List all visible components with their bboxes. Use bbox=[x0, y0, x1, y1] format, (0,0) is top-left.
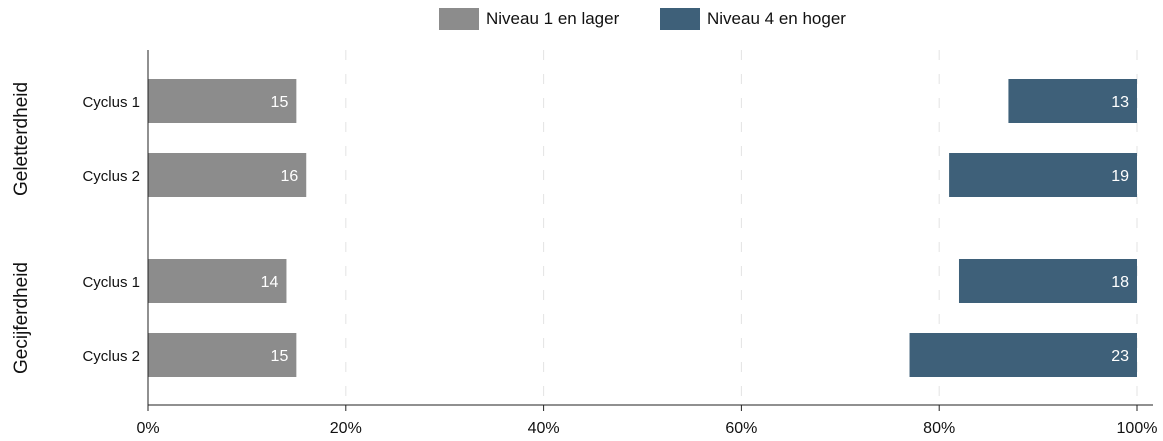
x-tick-label-20: 20% bbox=[330, 420, 362, 437]
legend: Niveau 1 en lager Niveau 4 en hoger bbox=[0, 8, 1163, 34]
bar-label-niveau-1-g0-c1: 16 bbox=[280, 168, 298, 185]
x-tick-label-40: 40% bbox=[528, 420, 560, 437]
x-tick-label-0: 0% bbox=[136, 420, 159, 437]
legend-label-niveau-4: Niveau 4 en hoger bbox=[707, 9, 846, 28]
legend-swatch-niveau-1 bbox=[439, 8, 479, 30]
x-tick-label-80: 80% bbox=[923, 420, 955, 437]
bar-label-niveau-4-g1-c1: 23 bbox=[1111, 348, 1129, 365]
category-label-g1-c0: Cyclus 1 bbox=[82, 274, 140, 291]
x-tick-label-100: 100% bbox=[1117, 420, 1158, 437]
bar-label-niveau-4-g1-c0: 18 bbox=[1111, 274, 1129, 291]
bar-niveau-4-g1-c1 bbox=[909, 333, 1137, 377]
legend-swatch-niveau-4 bbox=[660, 8, 700, 30]
category-label-g0-c1: Cyclus 2 bbox=[82, 168, 140, 185]
legend-item-niveau-4: Niveau 4 en hoger bbox=[660, 8, 846, 30]
group-label-1: Gecijferdheid bbox=[11, 262, 32, 374]
bar-label-niveau-1-g1-c1: 15 bbox=[271, 348, 289, 365]
bar-niveau-1-g0-c0 bbox=[148, 79, 297, 123]
bar-niveau-4-g0-c1 bbox=[949, 153, 1137, 197]
bar-label-niveau-1-g0-c0: 15 bbox=[271, 94, 289, 111]
bar-label-niveau-4-g0-c1: 19 bbox=[1111, 168, 1129, 185]
bar-niveau-1-g0-c1 bbox=[148, 153, 307, 197]
category-label-g0-c0: Cyclus 1 bbox=[82, 94, 140, 111]
bar-label-niveau-4-g0-c0: 13 bbox=[1111, 94, 1129, 111]
x-tick-label-60: 60% bbox=[725, 420, 757, 437]
category-label-g1-c1: Cyclus 2 bbox=[82, 348, 140, 365]
bar-niveau-4-g1-c0 bbox=[958, 259, 1137, 303]
bar-niveau-1-g1-c1 bbox=[148, 333, 297, 377]
bar-label-niveau-1-g1-c0: 14 bbox=[261, 274, 279, 291]
legend-label-niveau-1: Niveau 1 en lager bbox=[486, 9, 620, 28]
legend-item-niveau-1: Niveau 1 en lager bbox=[439, 8, 619, 30]
group-label-0: Geletterdheid bbox=[11, 82, 32, 196]
bar-niveau-1-g1-c0 bbox=[148, 259, 287, 303]
bar-niveau-4-g0-c0 bbox=[1008, 79, 1137, 123]
